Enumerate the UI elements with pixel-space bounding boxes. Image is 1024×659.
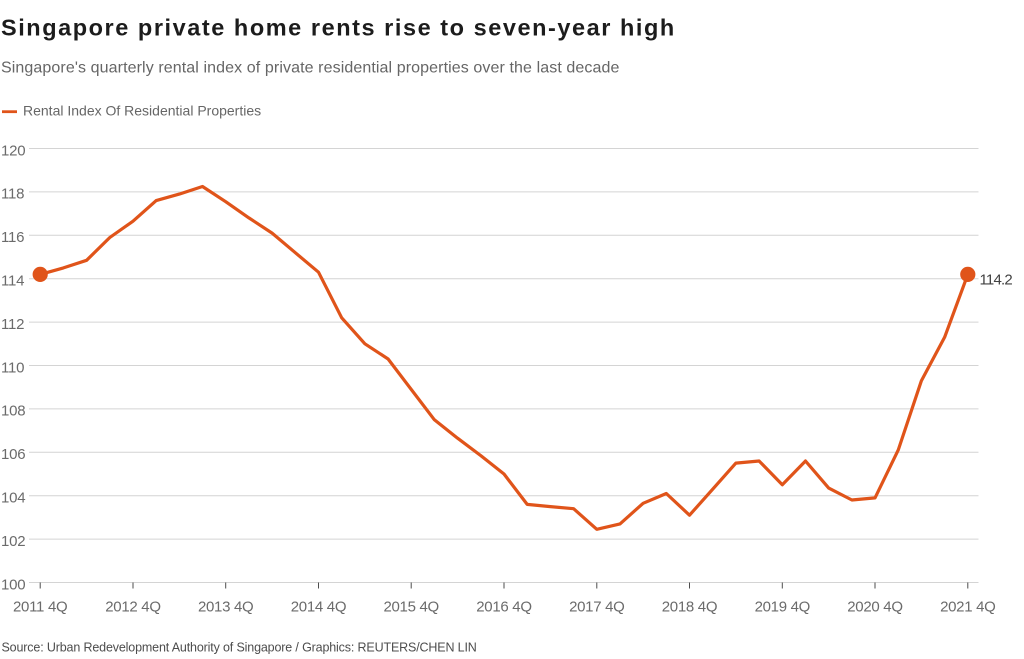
svg-text:2018 4Q: 2018 4Q bbox=[662, 598, 717, 615]
svg-text:Singapore private home rents r: Singapore private home rents rise to sev… bbox=[1, 14, 676, 40]
svg-text:2021 4Q: 2021 4Q bbox=[940, 598, 995, 615]
svg-text:2016 4Q: 2016 4Q bbox=[476, 598, 531, 615]
svg-text:2019 4Q: 2019 4Q bbox=[755, 598, 810, 615]
svg-text:2012 4Q: 2012 4Q bbox=[105, 598, 160, 615]
svg-text:2013 4Q: 2013 4Q bbox=[198, 598, 253, 615]
svg-text:118: 118 bbox=[1, 186, 24, 203]
svg-text:Singapore's quarterly rental i: Singapore's quarterly rental index of pr… bbox=[1, 59, 620, 76]
svg-text:Rental Index Of Residential Pr: Rental Index Of Residential Properties bbox=[23, 102, 261, 118]
svg-text:108: 108 bbox=[1, 403, 25, 420]
svg-text:114.2: 114.2 bbox=[980, 271, 1013, 288]
svg-text:112: 112 bbox=[1, 316, 24, 333]
svg-text:106: 106 bbox=[1, 446, 25, 463]
svg-text:100: 100 bbox=[1, 576, 25, 593]
svg-text:2015 4Q: 2015 4Q bbox=[383, 598, 438, 615]
svg-text:102: 102 bbox=[1, 533, 25, 550]
svg-text:104: 104 bbox=[1, 490, 25, 507]
svg-text:110: 110 bbox=[1, 359, 24, 376]
svg-text:120: 120 bbox=[1, 142, 25, 159]
svg-text:2017 4Q: 2017 4Q bbox=[569, 598, 624, 615]
svg-text:2014 4Q: 2014 4Q bbox=[291, 598, 346, 615]
svg-text:2020 4Q: 2020 4Q bbox=[847, 598, 902, 615]
svg-text:114: 114 bbox=[1, 273, 24, 290]
svg-text:Source: Urban Redevelopment Au: Source: Urban Redevelopment Authority of… bbox=[2, 640, 477, 654]
svg-text:2011 4Q: 2011 4Q bbox=[13, 598, 67, 615]
svg-text:116: 116 bbox=[1, 229, 24, 246]
